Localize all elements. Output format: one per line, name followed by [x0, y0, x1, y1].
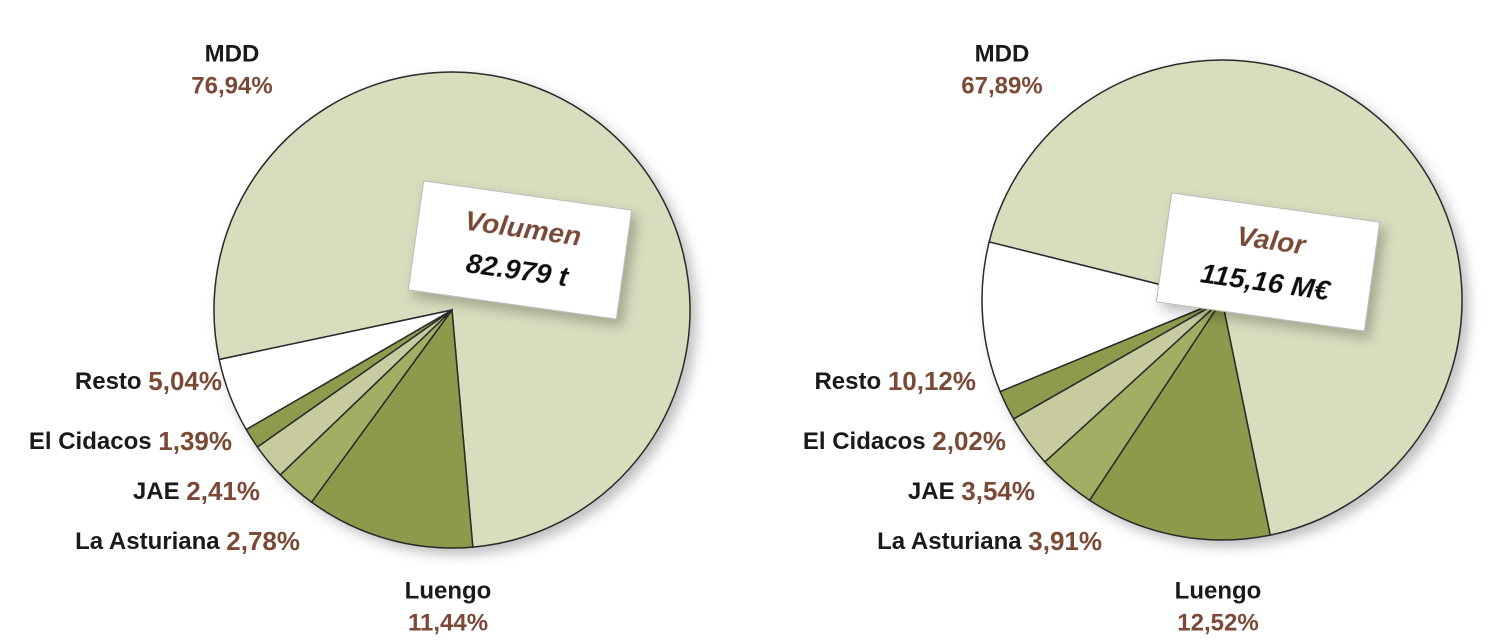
slice-name: JAE [133, 478, 180, 505]
slice-value: 76,94% [191, 72, 272, 99]
pie-slice [310, 307, 474, 549]
slice-label: El Cidacos 1,39% [29, 426, 232, 456]
pie-slice [981, 241, 1225, 393]
slice-value: 67,89% [961, 72, 1042, 99]
pie-slice [218, 309, 453, 431]
slice-name: El Cidacos [803, 428, 926, 455]
center-box-bg [1155, 192, 1381, 332]
slice-name: La Asturiana [877, 528, 1022, 555]
slice-name: El Cidacos [29, 428, 152, 455]
slice-label: Resto 5,04% [75, 366, 222, 396]
slice-name: Resto [814, 368, 881, 395]
slice-label: Resto 10,12% [814, 366, 976, 396]
slice-label: La Asturiana 2,78% [75, 526, 300, 556]
slice-name: Resto [75, 368, 142, 395]
slice-value: 2,02% [932, 426, 1006, 456]
slice-value: 1,39% [158, 426, 232, 456]
pie [213, 71, 691, 549]
slice-value: 10,12% [888, 366, 976, 396]
slice-name: JAE [908, 478, 955, 505]
slice-label: La Asturiana 3,91% [877, 526, 1102, 556]
slice-value: 5,04% [148, 366, 222, 396]
pie-slice [1088, 298, 1272, 541]
slice-label: JAE 3,54% [908, 476, 1035, 506]
slice-value: 2,78% [226, 526, 300, 556]
slice-label: El Cidacos 2,02% [803, 426, 1006, 456]
slice-name: La Asturiana [75, 528, 220, 555]
slice-label: Luengo [1175, 577, 1262, 604]
slice-value: 12,52% [1177, 609, 1258, 636]
slice-value: 3,54% [961, 476, 1035, 506]
slice-label: MDD [975, 40, 1030, 67]
slice-value: 11,44% [408, 609, 488, 636]
slice-label: Luengo [405, 577, 492, 604]
slice-value: 2,41% [186, 476, 260, 506]
slice-label: JAE 2,41% [133, 476, 260, 506]
slice-value: 3,91% [1028, 526, 1102, 556]
center-box-bg [407, 180, 633, 320]
slice-label: MDD [205, 40, 260, 67]
